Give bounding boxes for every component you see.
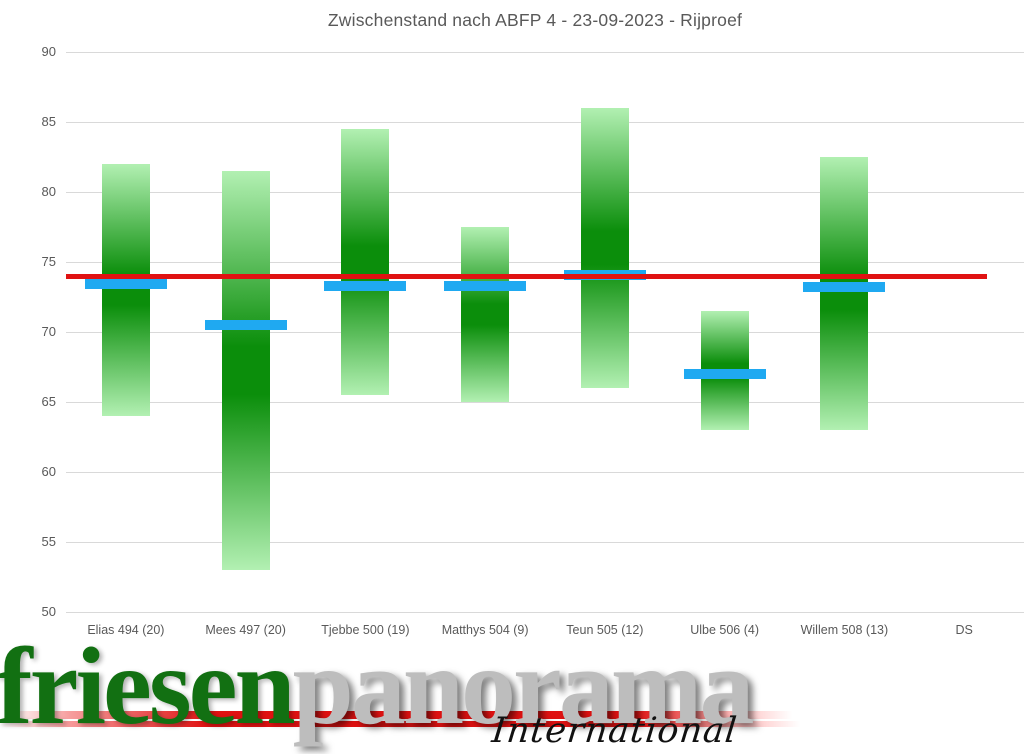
range-bar — [580, 108, 629, 388]
average-line — [66, 274, 987, 279]
logo-friesen-text: friesen — [0, 625, 296, 747]
range-bar — [341, 129, 390, 395]
score-marker — [444, 280, 527, 291]
y-tick-label-60: 60 — [41, 464, 56, 479]
gridline-70 — [66, 332, 1024, 333]
gridline-60 — [66, 472, 1024, 473]
x-category-label: Teun 505 (12) — [566, 623, 644, 637]
range-bar — [820, 157, 869, 430]
x-category-label: Willem 508 (13) — [800, 623, 889, 637]
logo-red-stripe-top — [6, 711, 792, 719]
y-tick-label-75: 75 — [41, 254, 56, 269]
gridline-85 — [66, 122, 1024, 123]
y-tick-label-55: 55 — [41, 534, 56, 549]
gridline-65 — [66, 402, 1024, 403]
score-marker — [683, 369, 766, 379]
logo-wordmark: friesenpanorama — [0, 631, 754, 741]
range-bar — [221, 171, 270, 570]
y-tick-label-50: 50 — [41, 604, 56, 619]
range-bar — [101, 164, 150, 416]
gridline-80 — [66, 192, 1024, 193]
logo-international-text: International — [489, 711, 740, 751]
score-marker — [84, 279, 167, 290]
score-marker — [803, 282, 886, 293]
x-category-label: Tjebbe 500 (19) — [321, 623, 410, 637]
x-category-label: Mees 497 (20) — [205, 623, 286, 637]
y-tick-label-70: 70 — [41, 324, 56, 339]
y-tick-label-85: 85 — [41, 114, 56, 129]
logo-panorama-text: panorama — [292, 625, 755, 747]
score-marker — [204, 320, 287, 330]
y-tick-label-90: 90 — [41, 44, 56, 59]
chart-title: Zwischenstand nach ABFP 4 - 23-09-2023 -… — [327, 10, 743, 30]
gridline-75 — [66, 262, 1024, 263]
x-category-label: Ulbe 506 (4) — [690, 623, 760, 637]
x-category-label: Matthys 504 (9) — [441, 623, 529, 637]
gridline-55 — [66, 542, 1024, 543]
x-category-label: Elias 494 (20) — [87, 623, 165, 637]
gridline-90 — [66, 52, 1024, 53]
y-tick-label-65: 65 — [41, 394, 56, 409]
y-tick-label-80: 80 — [41, 184, 56, 199]
x-category-label: DS — [955, 623, 973, 637]
logo-red-stripe-bottom — [0, 721, 800, 727]
range-bar — [461, 227, 510, 402]
score-marker — [324, 280, 407, 291]
gridline-50 — [66, 612, 1024, 613]
